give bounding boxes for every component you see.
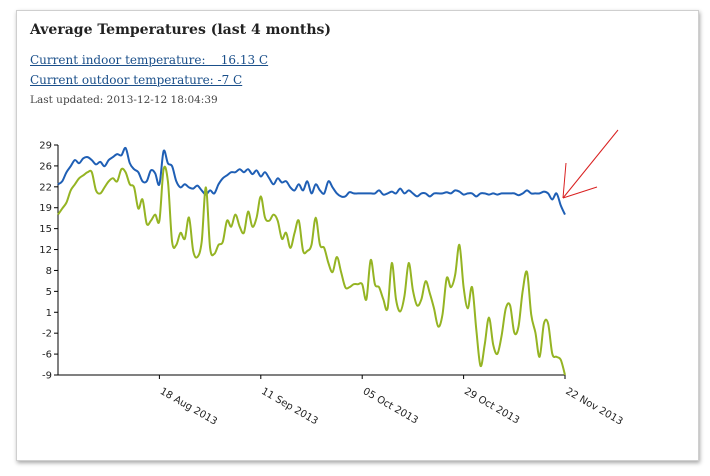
last-updated-text: Last updated: 2013-12-12 18:04:39 xyxy=(30,94,218,106)
chart-series xyxy=(57,146,566,376)
y-tick-label: -2 xyxy=(42,329,52,340)
outdoor-temperature-link[interactable]: Current outdoor temperature: -7 C xyxy=(30,73,243,87)
y-tick-label: 5 xyxy=(46,287,52,298)
widget-card: Average Temperatures (last 4 months) Cur… xyxy=(16,10,699,461)
x-tick-label: 18 Aug 2013 xyxy=(158,386,219,428)
y-tick-label: 8 xyxy=(46,266,52,277)
y-tick-label: 15 xyxy=(39,224,52,235)
widget-title: Average Temperatures (last 4 months) xyxy=(30,22,332,38)
x-tick-label: 29 Oct 2013 xyxy=(462,386,521,426)
y-axis-ticks: 29 26 22 19 15 12 8 5 1 -2 -6 -9 xyxy=(39,141,58,382)
red-arrow-annotation xyxy=(562,129,619,199)
chart-axes xyxy=(57,145,565,376)
x-tick-label: 22 Nov 2013 xyxy=(564,386,625,428)
indoor-temperature-link[interactable]: Current indoor temperature: 16.13 C xyxy=(30,53,269,67)
y-tick-label: -9 xyxy=(42,371,52,382)
y-tick-label: 29 xyxy=(39,141,52,152)
x-tick-label: 05 Oct 2013 xyxy=(361,386,420,426)
y-tick-label: 19 xyxy=(39,203,52,214)
y-tick-label: 26 xyxy=(39,161,52,172)
outdoor-temperature-line xyxy=(57,165,566,376)
y-tick-label: 1 xyxy=(46,308,52,319)
y-tick-label: 22 xyxy=(39,182,52,193)
x-tick-label: 11 Sep 2013 xyxy=(259,386,319,427)
y-tick-label: 12 xyxy=(39,245,52,256)
y-tick-label: -6 xyxy=(42,350,52,361)
x-axis-ticks: 18 Aug 2013 11 Sep 2013 05 Oct 2013 29 Oct … xyxy=(158,375,625,428)
indoor-temperature-line xyxy=(57,146,566,216)
